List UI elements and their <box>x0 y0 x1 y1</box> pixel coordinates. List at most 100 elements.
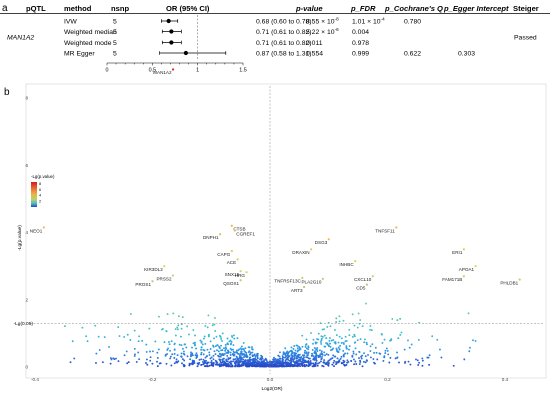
volcano-background-point <box>313 347 316 349</box>
volcano-background-point <box>226 337 229 340</box>
volcano-point-label: MAN1A2 <box>153 70 172 75</box>
volcano-labeled-point: CAPG <box>217 249 233 257</box>
volcano-background-point <box>374 346 377 349</box>
volcano-background-point <box>383 338 386 341</box>
volcano-background-point <box>248 353 251 356</box>
volcano-background-point <box>389 339 391 342</box>
row-pfdr-base: 0.999 <box>352 50 369 57</box>
volcano-background-point <box>314 342 317 345</box>
volcano-background-point <box>256 360 259 363</box>
volcano-labeled-point: ART3 <box>291 285 306 293</box>
volcano-background-point <box>245 365 248 368</box>
volcano-background-point <box>335 334 338 337</box>
volcano-background-point <box>245 351 248 354</box>
header-steiger: Steiger <box>513 4 539 13</box>
volcano-background-point <box>375 351 378 354</box>
volcano-point-label: HRG <box>235 273 246 278</box>
volcano-background-point <box>364 361 367 364</box>
volcano-background-point <box>233 334 235 337</box>
row-or-text: 0.87 (0.58 to 1.31) <box>256 50 312 57</box>
row-pfdr-base: 1.01 × 10 <box>352 18 381 25</box>
volcano-background-point <box>279 362 282 365</box>
volcano-background-point <box>109 357 112 359</box>
volcano-background-point <box>256 352 259 355</box>
volcano-background-point <box>436 338 439 341</box>
volcano-background-point <box>205 359 207 362</box>
volcano-background-point <box>115 357 117 360</box>
volcano-background-point <box>156 357 159 359</box>
volcano-background-point <box>213 350 216 353</box>
volcano-background-point <box>269 360 271 363</box>
volcano-background-point <box>228 364 231 367</box>
volcano-background-point <box>229 343 232 346</box>
volcano-background-point <box>295 359 298 362</box>
volcano-background-point <box>283 352 286 355</box>
volcano-background-point <box>364 355 367 358</box>
volcano-background-point <box>294 364 297 367</box>
legend-title: -Lg(p.value) <box>31 174 55 179</box>
row-pfdr-exp: -4 <box>381 17 386 22</box>
volcano-background-point <box>404 360 407 363</box>
volcano-background-point <box>145 350 148 353</box>
volcano-background-point <box>391 317 394 320</box>
row-pfdr-base: 0.978 <box>352 40 369 47</box>
volcano-background-point <box>225 358 228 361</box>
volcano-background-point <box>396 319 399 322</box>
volcano-background-point <box>214 359 217 362</box>
volcano-background-point <box>95 352 98 355</box>
volcano-background-point <box>236 364 239 367</box>
volcano-labeled-point: KIR3DL2 <box>144 265 166 272</box>
volcano-background-point <box>354 360 357 363</box>
volcano-labeled-point: FAM171B <box>442 275 465 282</box>
volcano-background-point <box>469 346 471 349</box>
row-cochrane: 0.622 <box>404 50 421 57</box>
volcano-background-point <box>212 354 215 357</box>
volcano-background-point <box>418 361 421 364</box>
volcano-point-marker <box>321 277 324 281</box>
volcano-background-point <box>159 362 162 365</box>
volcano-background-point <box>329 342 332 345</box>
volcano-background-point <box>163 341 166 344</box>
volcano-background-point <box>208 353 211 356</box>
volcano-background-point <box>338 348 341 351</box>
volcano-background-point <box>286 350 289 353</box>
volcano-background-point <box>177 324 180 327</box>
volcano-background-point <box>390 338 393 341</box>
volcano-background-point <box>129 339 132 341</box>
volcano-background-point <box>182 350 185 353</box>
volcano-background-point <box>239 353 241 356</box>
volcano-reference-lines <box>30 86 544 374</box>
volcano-axes: -0.4 -0.2 0.0 0.2 0.4 0 2 4 6 8 Log2(OR) -Lg(p.valu… <box>14 96 509 392</box>
volcano-background-point <box>287 354 290 357</box>
volcano-background-point <box>301 360 304 362</box>
volcano-y-tick-label: 8 <box>25 96 28 101</box>
volcano-background-point <box>173 343 176 346</box>
volcano-background-point <box>253 362 256 365</box>
row-or-text: 0.71 (0.61 to 0.82) <box>256 40 312 47</box>
volcano-background-point <box>226 362 229 365</box>
steiger-value: Passed <box>514 35 537 42</box>
volcano-background-point <box>212 358 215 361</box>
volcano-background-point <box>237 349 240 352</box>
volcano-background-point <box>219 335 222 338</box>
volcano-background-point <box>388 361 391 364</box>
volcano-background-point <box>251 358 254 361</box>
volcano-background-point <box>364 338 366 341</box>
volcano-background-point <box>318 361 321 364</box>
header-nsnp: nsnp <box>111 4 130 13</box>
volcano-background-point <box>133 355 136 357</box>
volcano-background-point <box>204 324 207 327</box>
header-pqtl: pQTL <box>26 4 46 13</box>
volcano-background-point <box>365 302 367 305</box>
volcano-background-point <box>181 316 184 319</box>
volcano-background-point <box>344 335 347 338</box>
volcano-background-point <box>264 364 267 367</box>
forest-axis-tick-label: 0.5 <box>149 68 157 74</box>
volcano-background-point <box>311 354 314 357</box>
volcano-background-point <box>381 341 384 344</box>
volcano-background-point <box>315 355 318 358</box>
volcano-point-label: ART3 <box>291 288 303 293</box>
volcano-background-point <box>123 335 126 338</box>
volcano-background-point <box>225 351 228 354</box>
volcano-background-point <box>251 362 254 364</box>
